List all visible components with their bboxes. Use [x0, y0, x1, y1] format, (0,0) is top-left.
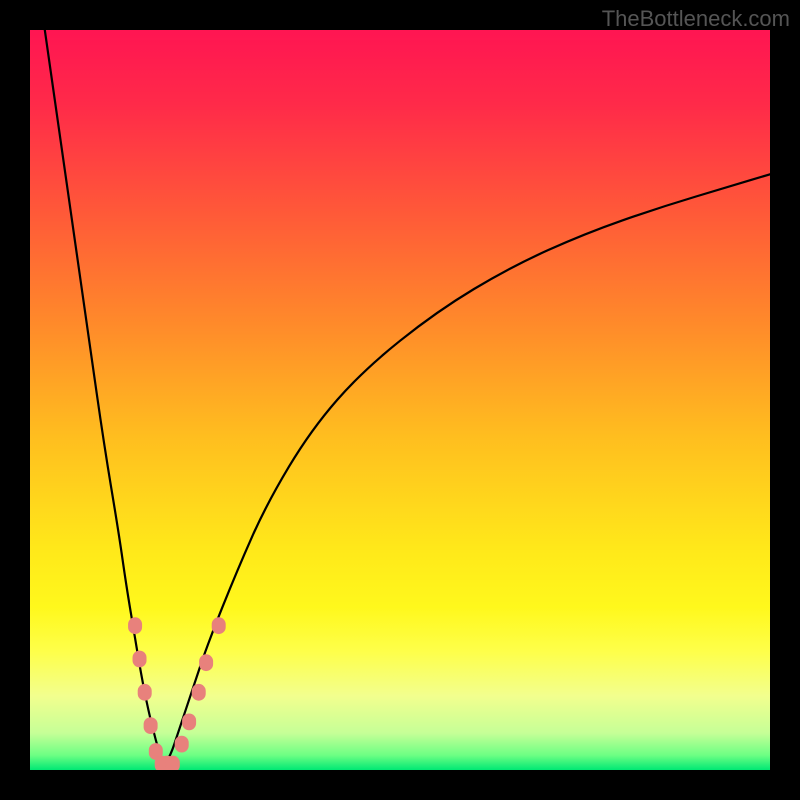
curve-marker [212, 617, 226, 634]
curve-marker [144, 717, 158, 734]
bottleneck-curve [45, 30, 770, 762]
curve-marker [182, 714, 196, 731]
curve-marker [192, 684, 206, 701]
curve-marker [138, 684, 152, 701]
curve-marker [199, 654, 213, 671]
curve-marker [166, 756, 180, 770]
curve-marker [133, 651, 147, 668]
chart-curve-layer [30, 30, 770, 770]
chart-plot-area [30, 30, 770, 770]
curve-marker [175, 736, 189, 753]
curve-marker [128, 617, 142, 634]
curve-markers [128, 617, 226, 770]
watermark-label: TheBottleneck.com [602, 6, 790, 32]
